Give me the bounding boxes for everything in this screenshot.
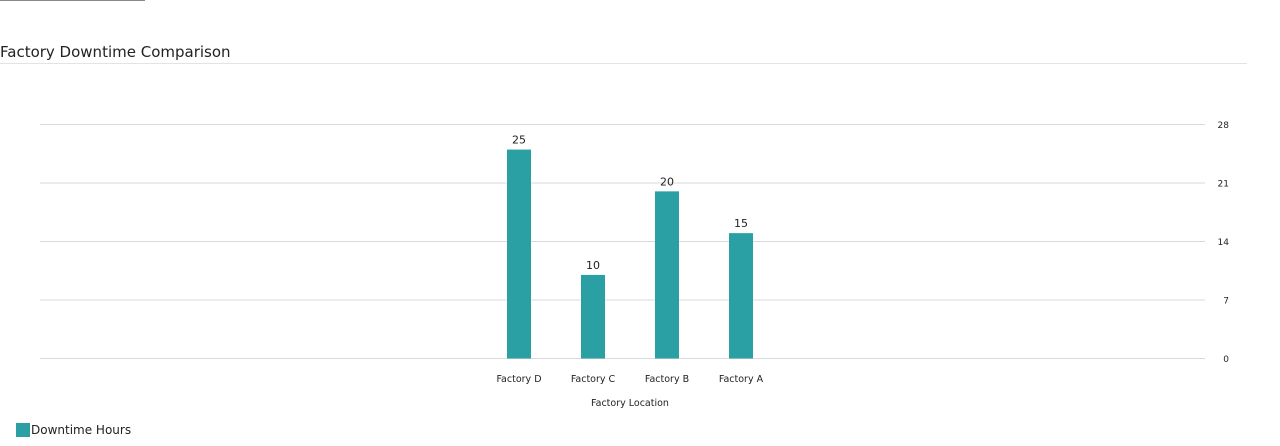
data-label: 10: [586, 259, 600, 272]
y-tick-label: 7: [1223, 297, 1229, 307]
y-tick-label: 14: [1218, 238, 1230, 248]
data-label: 25: [512, 134, 526, 147]
data-label: 20: [660, 175, 674, 188]
x-tick-label: Factory A: [719, 374, 764, 385]
data-label: 15: [734, 217, 748, 230]
x-tick-label: Factory B: [645, 374, 689, 385]
y-tick-label: 28: [1218, 121, 1230, 131]
legend-label: Downtime Hours: [31, 423, 131, 437]
legend[interactable]: Downtime Hours: [16, 423, 131, 437]
x-axis-title: Factory Location: [591, 398, 669, 409]
bar: [581, 275, 605, 359]
bar: [729, 233, 753, 358]
legend-swatch: [16, 423, 30, 437]
bar: [507, 150, 531, 359]
bar: [655, 191, 679, 358]
y-tick-label: 21: [1218, 180, 1229, 190]
x-tick-label: Factory D: [496, 374, 541, 385]
y-tick-label: 0: [1223, 355, 1229, 365]
x-tick-label: Factory C: [571, 374, 616, 385]
